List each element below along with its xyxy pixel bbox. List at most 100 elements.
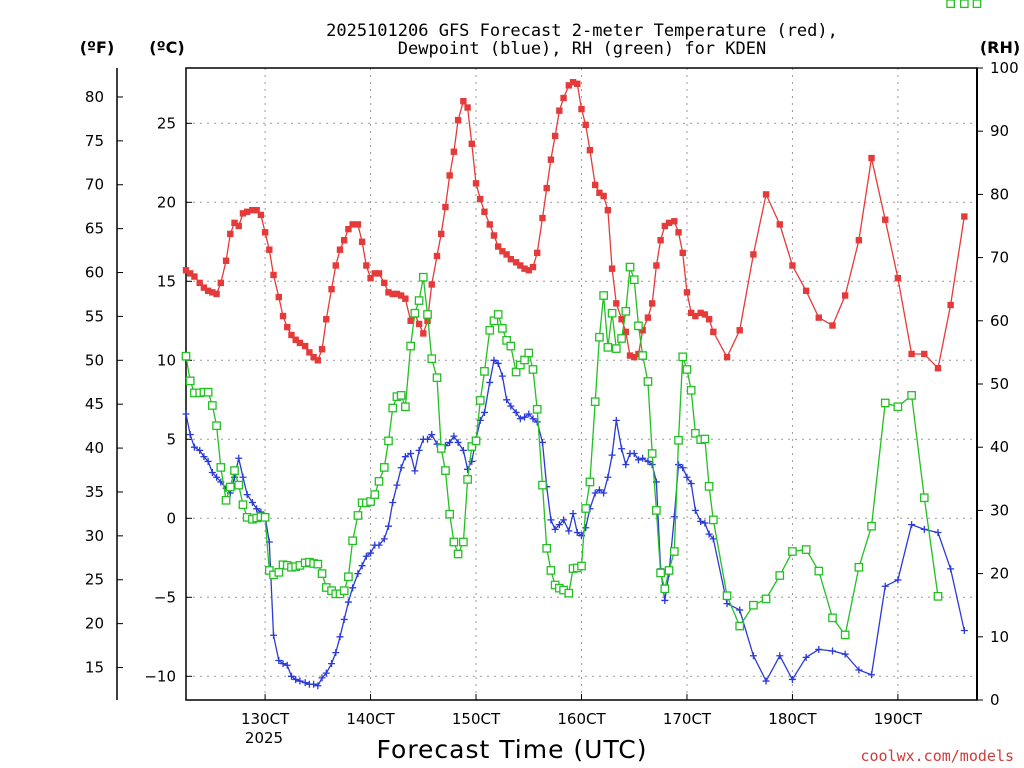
rh-point	[854, 562, 864, 572]
dewpoint-point	[424, 435, 432, 443]
rh-point	[581, 504, 591, 513]
rh-point	[348, 536, 357, 546]
rh-point	[396, 391, 406, 400]
rh-point	[590, 397, 600, 407]
rh-point	[599, 291, 608, 300]
rh-point	[959, 0, 969, 9]
x-tick-label: 170CT	[663, 710, 712, 728]
temperature-point	[442, 203, 449, 211]
temperature-point	[671, 218, 678, 225]
dewpoint-point	[868, 671, 876, 679]
dewpoint-point	[521, 413, 529, 421]
temperature-point	[547, 156, 555, 163]
dewpoint-point	[318, 674, 326, 682]
temperature-point	[196, 279, 203, 287]
rh-point	[946, 0, 955, 9]
temperature-point	[306, 349, 313, 356]
rh-tick-label: 0	[990, 691, 1000, 709]
temperature-point	[908, 350, 915, 358]
rh-point	[735, 621, 745, 631]
rh-point	[524, 348, 534, 358]
temperature-point	[428, 281, 435, 288]
dewpoint-point	[600, 489, 608, 497]
dewpoint-point	[380, 535, 388, 543]
dewpoint-point	[533, 418, 541, 426]
rh-point	[181, 351, 191, 361]
x-tick-label: 160CT	[557, 710, 606, 728]
rh-point	[317, 569, 327, 578]
rh-tick-label: 70	[990, 249, 1009, 267]
temperature-point	[345, 225, 352, 233]
rh-point	[538, 480, 547, 490]
dewpoint-point	[573, 529, 581, 537]
rh-point	[238, 500, 248, 510]
temperature-point	[239, 210, 247, 217]
temperature-point	[499, 248, 506, 255]
rh-point	[410, 308, 420, 318]
temperature-point	[762, 191, 770, 198]
temperature-point	[613, 300, 620, 307]
temperature-point	[402, 295, 409, 302]
rh-point	[708, 515, 718, 525]
dewpoint-point	[644, 457, 652, 465]
rh-point	[418, 272, 428, 282]
celsius-tick-label: −10	[144, 667, 176, 685]
temperature-point	[525, 267, 532, 274]
rh-point	[463, 475, 472, 484]
temperature-point	[618, 316, 625, 323]
rh-point	[414, 296, 424, 305]
rh-point	[814, 566, 824, 576]
celsius-tick-label: −5	[154, 588, 176, 606]
dewpoint-point	[503, 396, 511, 404]
rh-point	[700, 434, 710, 444]
dewpoint-point	[683, 473, 691, 481]
dewpoint-point	[204, 457, 212, 465]
celsius-tick-label: 20	[157, 193, 176, 211]
temperature-point	[235, 222, 242, 230]
dewpoint-point	[525, 410, 533, 418]
temperature-point	[200, 284, 208, 291]
dewpoint-point	[384, 522, 392, 530]
rh-point	[704, 482, 714, 491]
dewpoint-point	[367, 549, 375, 557]
rh-point	[585, 477, 595, 487]
temperature-point	[648, 300, 656, 307]
dewpoint-point	[182, 410, 190, 418]
rh-point	[893, 402, 903, 412]
dewpoint-point	[464, 465, 472, 473]
fahrenheit-tick-label: 25	[85, 571, 104, 589]
rh-point	[611, 344, 621, 353]
temperature-point	[622, 328, 629, 336]
dewpoint-point	[275, 657, 283, 664]
celsius-tick-label: 0	[166, 509, 176, 527]
rh-point	[919, 493, 929, 503]
temperature-point	[204, 287, 212, 294]
rh-point	[401, 402, 410, 412]
temperature-point	[586, 146, 594, 154]
dewpoint-point	[648, 461, 656, 469]
rh-point	[344, 572, 353, 582]
rh-tick-label: 100	[990, 59, 1019, 77]
dewpoint-point	[565, 527, 573, 535]
temperature-point	[517, 262, 524, 269]
dewpoint-point	[815, 645, 823, 653]
temperature-point	[608, 265, 616, 272]
rh-point	[638, 351, 648, 360]
temperature-point	[692, 312, 699, 320]
dewpoint-point	[661, 596, 669, 604]
rh-point	[216, 463, 226, 472]
rh-point	[339, 586, 349, 596]
dewpoint-point	[358, 562, 366, 570]
temperature-point	[349, 221, 356, 228]
dewpoint-point	[186, 431, 194, 439]
dewpoint-point	[841, 650, 849, 658]
dewpoint-point	[894, 576, 902, 584]
rh-point	[212, 421, 221, 431]
dewpoint-point	[829, 647, 837, 655]
rh-point	[374, 476, 384, 486]
temperature-point	[604, 207, 612, 214]
rh-tick-label: 90	[990, 122, 1009, 140]
rh-point	[625, 262, 635, 272]
temperature-point	[631, 353, 638, 361]
dewpoint-point	[604, 473, 612, 481]
